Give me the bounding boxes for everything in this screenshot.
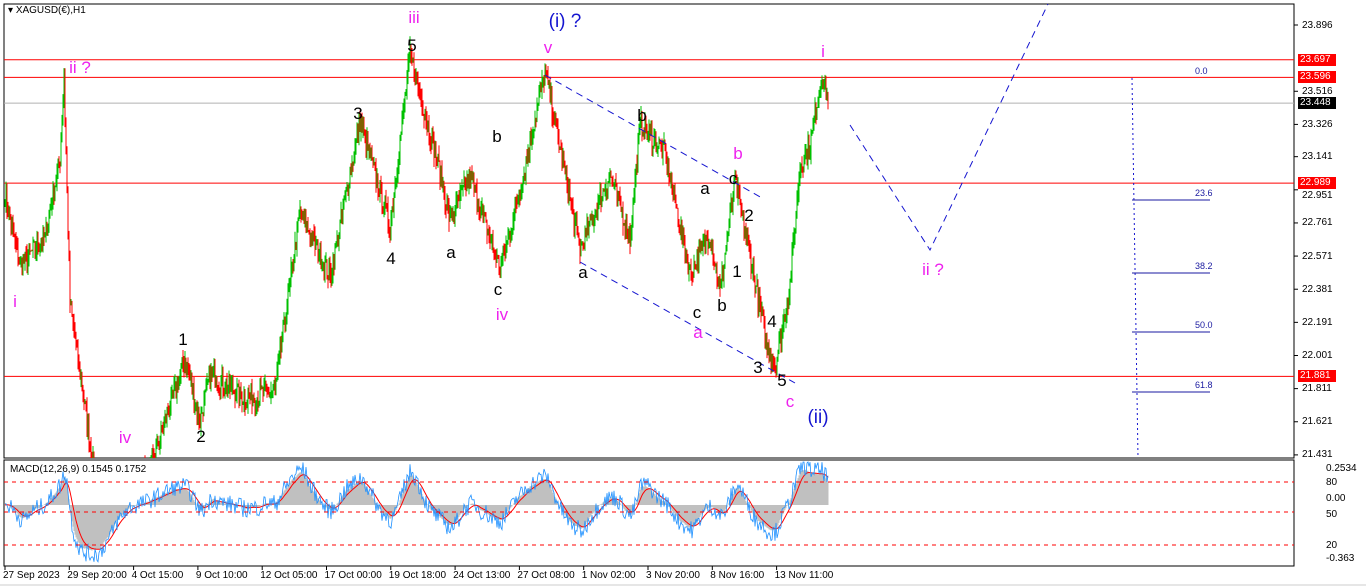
price-axis-label: 22.951 [1302, 189, 1333, 201]
wave-label: 3 [353, 104, 363, 123]
indicator-level-label: 20 [1326, 539, 1338, 551]
price-axis-label: 22.761 [1302, 217, 1333, 229]
indicator-level-label: 80 [1326, 476, 1338, 488]
price-tag: 23.596 [1298, 71, 1336, 84]
price-tag: 21.881 [1298, 370, 1336, 383]
price-axis-label: 21.811 [1302, 383, 1332, 395]
wave-label: 2 [744, 206, 754, 225]
channel-lower-line [579, 261, 796, 384]
indicator-scale-label: 0.00 [1326, 492, 1346, 504]
wave-label: c [728, 169, 738, 188]
wave-label: b [733, 144, 743, 163]
candles [4, 36, 829, 458]
wave-label: 4 [767, 312, 777, 331]
price-axis-label: 23.516 [1302, 85, 1333, 97]
wave-label: b [492, 127, 502, 146]
wave-label: ii ? [69, 58, 91, 77]
wave-label: c [785, 392, 795, 411]
wave-label: v [543, 38, 553, 57]
price-axis-label: 21.431 [1302, 449, 1333, 461]
fib-level-label: 23.6 [1195, 188, 1213, 198]
wave-label: a [578, 263, 588, 282]
price-axis-label: 22.571 [1302, 250, 1333, 262]
channel-upper-line [544, 74, 763, 199]
triangle-down-icon[interactable]: ▾ [8, 5, 14, 16]
wave-label: 1 [732, 262, 742, 281]
price-tag: 22.989 [1298, 177, 1336, 190]
indicator-level-label: 50 [1326, 508, 1338, 520]
fib-vertical-line [1131, 77, 1139, 459]
wave-label: a [693, 323, 703, 342]
wave-label: (ii) [807, 407, 829, 428]
wave-label: 5 [777, 371, 787, 390]
price-axis-label: 23.326 [1302, 118, 1333, 130]
time-axis-label: 9 Oct 10:00 [195, 570, 248, 581]
wave-label: c [493, 280, 503, 299]
wave-label: 2 [196, 427, 206, 446]
main-panel-frame [3, 3, 1295, 459]
price-tag: 23.697 [1298, 53, 1336, 66]
oscillator-line [4, 461, 829, 563]
time-axis-label: 27 Sep 2023 [3, 570, 60, 581]
fib-level-label: 61.8 [1195, 380, 1213, 390]
wave-label: (i) ? [548, 11, 582, 32]
time-axis-label: 3 Nov 20:00 [646, 570, 700, 581]
wave-label: 4 [386, 249, 396, 268]
wave-label: 3 [753, 358, 763, 377]
price-axis-label: 23.896 [1302, 19, 1333, 31]
indicator-scale-label: 0.2534 [1326, 462, 1357, 474]
wave-label: i [821, 42, 825, 61]
wave-label: a [700, 179, 710, 198]
indicator-panel-frame [3, 459, 1295, 567]
time-axis-label: 17 Oct 00:00 [324, 570, 382, 581]
projection-path [849, 3, 1049, 252]
macd-label: MACD(12,26,9) 0.1545 0.1752 [10, 464, 147, 475]
wave-label: c [692, 303, 702, 322]
time-axis-label: 13 Nov 11:00 [774, 570, 834, 581]
wave-label: 5 [407, 36, 417, 55]
time-axis-label: 12 Oct 05:00 [260, 570, 318, 581]
symbol-title: ▾ XAGUSD(€),H1 [8, 5, 86, 16]
price-axis-label: 22.191 [1302, 316, 1333, 328]
wave-label: i [13, 292, 17, 311]
fib-level-label: 50.0 [1195, 320, 1213, 330]
wave-label: iii [408, 8, 420, 27]
price-tag: 23.448 [1298, 97, 1336, 110]
wave-label: iv [118, 428, 132, 447]
price-axis-label: 23.141 [1302, 151, 1333, 163]
price-axis-label: 22.381 [1302, 283, 1333, 295]
fib-level-label: 0.0 [1195, 66, 1208, 76]
price-axis-label: 22.001 [1302, 349, 1333, 361]
time-axis-label: 8 Nov 16:00 [710, 570, 765, 581]
time-axis-label: 1 Nov 02:00 [581, 570, 636, 581]
wave-label: b [717, 296, 727, 315]
price-axis-label: 21.621 [1302, 416, 1333, 428]
time-axis-label: 27 Oct 08:00 [517, 570, 575, 581]
wave-label: a [446, 243, 456, 262]
wave-label: ii ? [922, 260, 944, 279]
fib-level-label: 38.2 [1195, 261, 1213, 271]
time-axis-label: 19 Oct 18:00 [388, 570, 447, 581]
time-axis-label: 24 Oct 13:00 [453, 570, 511, 581]
indicator-scale-label: -0.363 [1326, 552, 1355, 564]
wave-label: 1 [178, 330, 188, 349]
wave-label: b [637, 106, 647, 125]
time-axis-label: 29 Sep 20:00 [67, 570, 127, 581]
wave-label: iv [495, 305, 509, 324]
time-axis-label: 4 Oct 15:00 [131, 570, 184, 581]
